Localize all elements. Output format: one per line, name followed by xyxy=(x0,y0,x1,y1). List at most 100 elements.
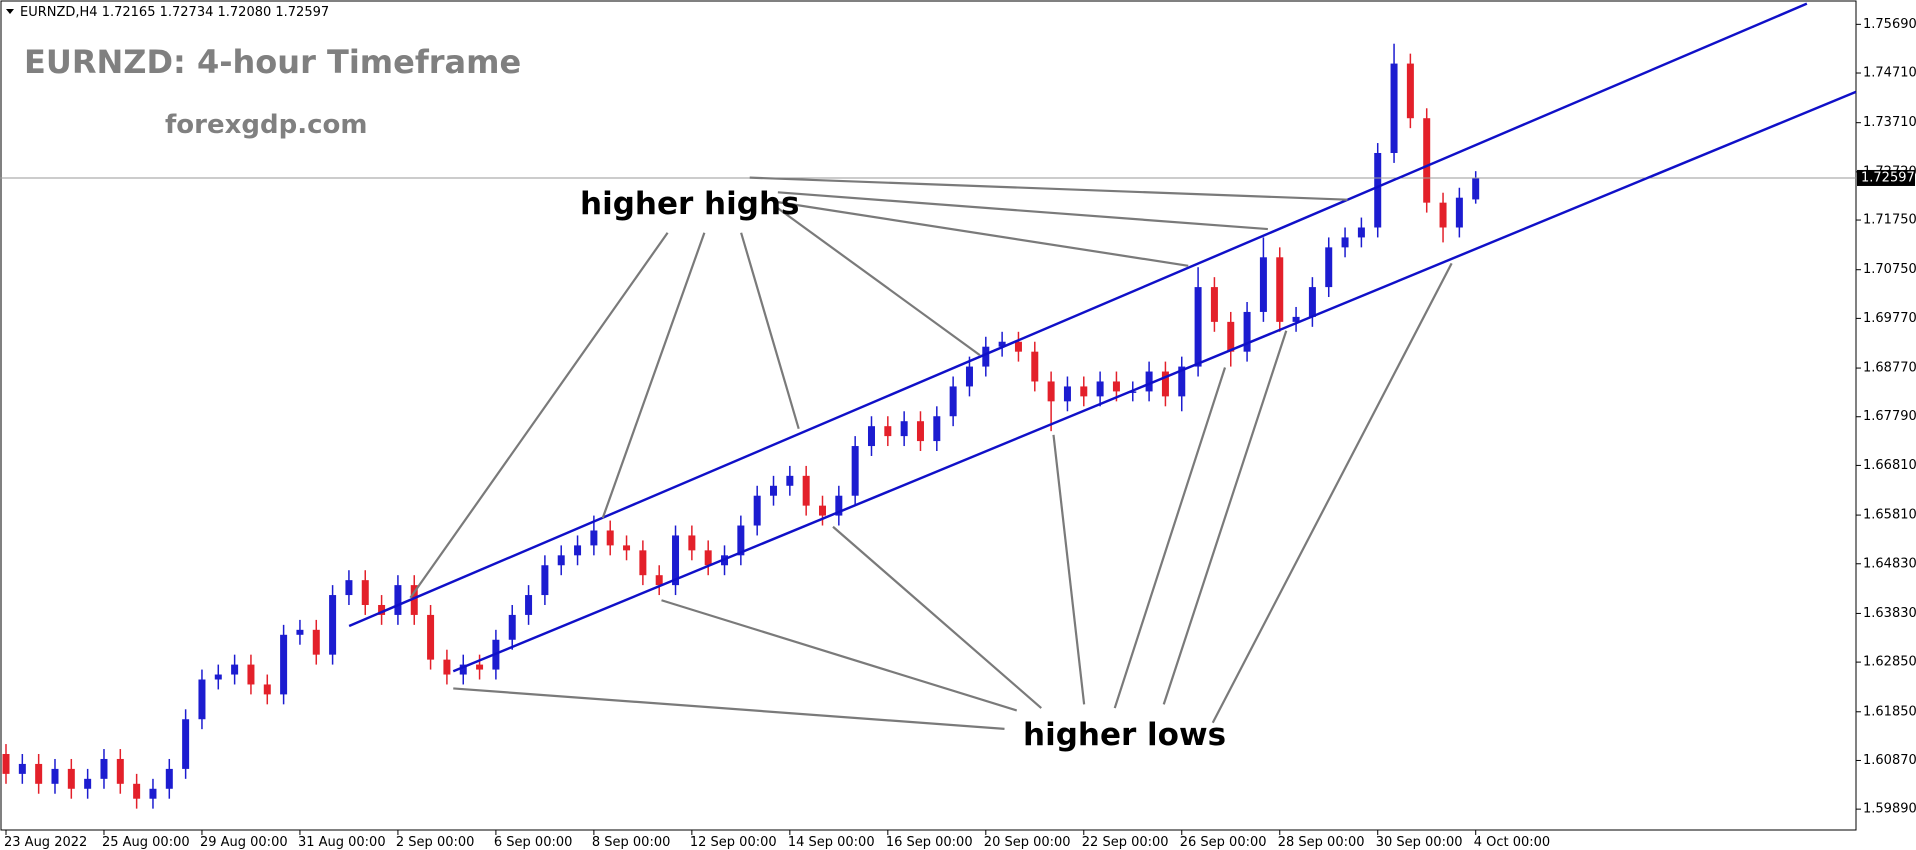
candle-body xyxy=(1341,237,1349,248)
candle-body xyxy=(1080,386,1088,397)
candle-body xyxy=(819,505,826,516)
candle-body xyxy=(84,778,92,789)
candle-body xyxy=(1161,371,1169,397)
candle-body xyxy=(655,575,663,586)
candle-body xyxy=(606,530,614,546)
plot-area xyxy=(0,43,1856,809)
candle-body xyxy=(312,629,320,655)
pointer xyxy=(409,232,669,599)
candle-body xyxy=(1227,321,1235,352)
candle-body xyxy=(149,788,157,799)
candle-body xyxy=(35,763,43,784)
x-tick-label: 30 Sep 00:00 xyxy=(1376,835,1463,850)
candle-body xyxy=(1243,311,1251,352)
y-tick-label: 1.68770 xyxy=(1863,361,1916,376)
candle-body xyxy=(1308,287,1316,317)
candle-body xyxy=(737,525,745,556)
y-tick-label: 1.60870 xyxy=(1863,753,1916,768)
annotation: higher highs xyxy=(580,186,799,222)
y-tick-label: 1.59890 xyxy=(1863,802,1916,817)
pointer xyxy=(777,207,981,357)
candle-body xyxy=(100,758,108,779)
y-tick-label: 1.74710 xyxy=(1863,66,1916,81)
x-tick-label: 25 Aug 00:00 xyxy=(102,835,190,850)
candle-body xyxy=(835,495,843,516)
pointer xyxy=(749,176,1348,201)
candle-body xyxy=(1357,227,1365,238)
y-tick-label: 1.62850 xyxy=(1863,655,1916,670)
candle-body xyxy=(1194,287,1202,367)
candle-body xyxy=(1406,63,1414,119)
candle-body xyxy=(443,659,451,675)
header: EURNZD,H4 1.72165 1.72734 1.72080 1.7259… xyxy=(20,5,329,20)
channel-upper xyxy=(348,2,1808,628)
price-label: 1.72597 xyxy=(1861,170,1915,185)
annotation: higher lows xyxy=(1023,717,1226,753)
candle-body xyxy=(378,604,386,615)
pointer xyxy=(1162,330,1288,705)
candle-body xyxy=(623,545,631,551)
y-tick-label: 1.70750 xyxy=(1863,262,1916,277)
candle-body xyxy=(51,768,59,784)
candle-body xyxy=(786,475,794,486)
y-tick-label: 1.64830 xyxy=(1863,556,1916,571)
candle-body xyxy=(1292,316,1300,322)
candle-body xyxy=(1112,381,1120,392)
candle-body xyxy=(345,580,353,596)
x-tick-label: 12 Sep 00:00 xyxy=(690,835,777,850)
candle-body xyxy=(1276,257,1284,322)
candle-body xyxy=(851,446,859,496)
candle-body xyxy=(867,426,875,447)
candle-body xyxy=(1014,341,1022,352)
y-tick-label: 1.63830 xyxy=(1863,606,1916,621)
x-tick-label: 6 Sep 00:00 xyxy=(494,835,573,850)
x-tick-label: 2 Sep 00:00 xyxy=(396,835,475,850)
plot-frame xyxy=(0,0,1857,831)
pointer xyxy=(832,525,1042,709)
candle-body xyxy=(67,768,75,789)
pointer xyxy=(1113,367,1227,709)
x-tick-label: 28 Sep 00:00 xyxy=(1278,835,1365,850)
candle-body xyxy=(427,614,435,660)
candle-body xyxy=(802,475,810,506)
candle-body xyxy=(198,679,206,720)
candle-body xyxy=(753,495,761,526)
y-tick-label: 1.61850 xyxy=(1863,704,1916,719)
candle-body xyxy=(1439,202,1447,228)
candle-body xyxy=(590,530,598,546)
candle-body xyxy=(296,629,304,635)
candle-body xyxy=(982,346,990,367)
candle-body xyxy=(394,585,402,615)
candle-body xyxy=(1145,371,1153,392)
candle-body xyxy=(2,754,10,774)
candle-body xyxy=(1423,118,1431,203)
candle-body xyxy=(263,684,271,695)
pointer xyxy=(453,687,1005,730)
candle-body xyxy=(884,426,892,437)
candle-body xyxy=(18,763,26,774)
candle-body xyxy=(949,386,957,417)
candle-body xyxy=(1472,177,1480,200)
candle-body xyxy=(116,758,124,784)
candle-body xyxy=(916,421,924,442)
candle-body xyxy=(1259,257,1267,312)
y-tick-label: 1.66810 xyxy=(1863,458,1916,473)
candle-body xyxy=(1063,386,1071,402)
x-tick-label: 23 Aug 2022 xyxy=(4,835,87,850)
candle-body xyxy=(1129,391,1137,393)
candle-body xyxy=(541,565,549,596)
menu-arrow xyxy=(6,9,14,14)
candle-body xyxy=(280,634,288,695)
candle-body xyxy=(508,614,516,640)
pointer xyxy=(777,201,1189,267)
pointer xyxy=(740,232,800,430)
candle-body xyxy=(182,719,190,769)
candle-body xyxy=(557,555,565,566)
pointer xyxy=(777,191,1268,231)
price-label-box xyxy=(1857,169,1915,186)
x-tick-label: 22 Sep 00:00 xyxy=(1082,835,1169,850)
candle-body xyxy=(476,664,484,670)
y-tick-label: 1.65810 xyxy=(1863,508,1916,523)
